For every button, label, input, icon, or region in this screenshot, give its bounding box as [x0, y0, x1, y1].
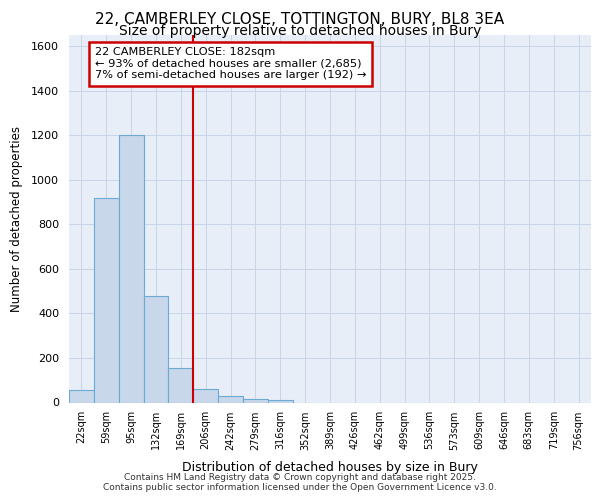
Bar	[193, 389, 218, 402]
Bar	[94, 198, 119, 402]
Bar	[268, 400, 293, 402]
Y-axis label: Number of detached properties: Number of detached properties	[10, 126, 23, 312]
X-axis label: Distribution of detached houses by size in Bury: Distribution of detached houses by size …	[182, 460, 478, 473]
Bar	[169, 368, 193, 402]
Bar	[119, 135, 143, 402]
Text: Size of property relative to detached houses in Bury: Size of property relative to detached ho…	[119, 24, 481, 38]
Bar	[243, 399, 268, 402]
Bar	[218, 396, 243, 402]
Text: Contains HM Land Registry data © Crown copyright and database right 2025.
Contai: Contains HM Land Registry data © Crown c…	[103, 473, 497, 492]
Bar	[143, 296, 169, 403]
Text: 22, CAMBERLEY CLOSE, TOTTINGTON, BURY, BL8 3EA: 22, CAMBERLEY CLOSE, TOTTINGTON, BURY, B…	[95, 12, 505, 28]
Bar	[69, 390, 94, 402]
Text: 22 CAMBERLEY CLOSE: 182sqm
← 93% of detached houses are smaller (2,685)
7% of se: 22 CAMBERLEY CLOSE: 182sqm ← 93% of deta…	[95, 48, 367, 80]
